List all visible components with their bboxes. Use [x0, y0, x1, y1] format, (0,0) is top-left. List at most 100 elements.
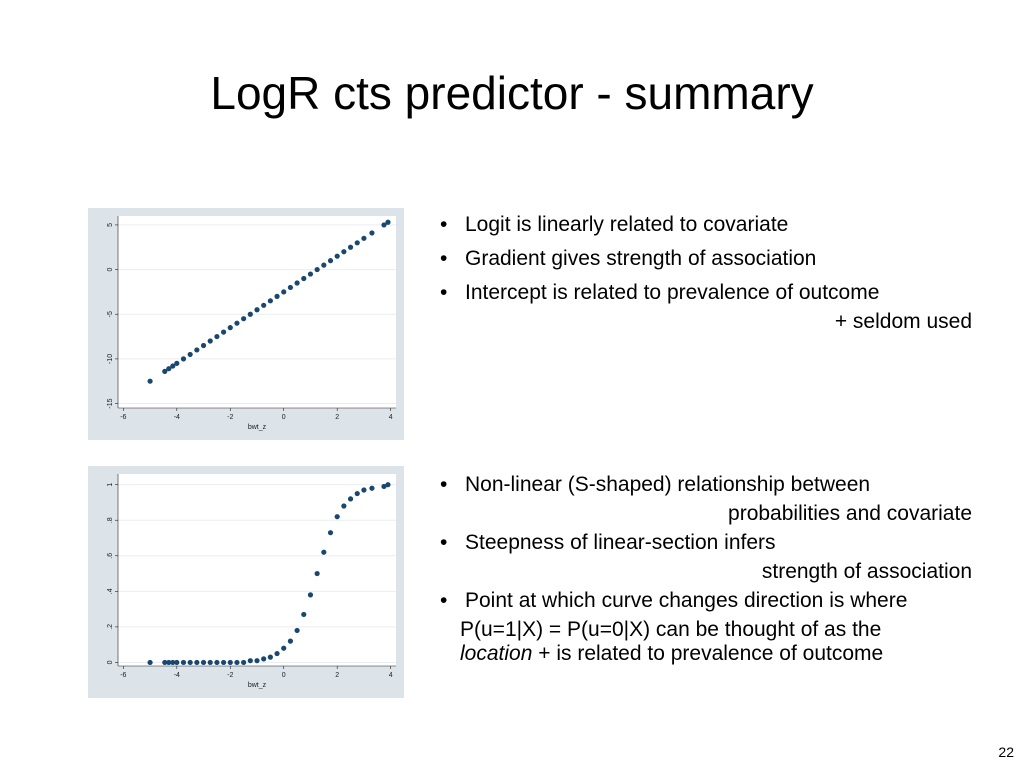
- point: [361, 235, 367, 241]
- text: + is related to prevalence of outcome: [538, 642, 884, 665]
- point: [227, 325, 233, 331]
- point: [341, 249, 347, 255]
- bullet-list: Logit is linearly related to covariateGr…: [440, 208, 1010, 334]
- slide-title: LogR cts predictor - summary: [210, 67, 814, 119]
- point: [261, 302, 267, 308]
- point: [274, 650, 280, 657]
- x-tick-label: 4: [389, 672, 393, 679]
- point: [187, 659, 193, 666]
- point: [214, 659, 220, 666]
- point: [381, 222, 387, 228]
- y-tick-label: -10: [107, 354, 114, 364]
- point: [369, 230, 375, 236]
- page-number: 22: [998, 744, 1014, 760]
- point: [234, 659, 240, 666]
- point: [214, 333, 220, 340]
- y-tick-label: .8: [107, 517, 114, 523]
- point: [174, 659, 180, 666]
- x-tick-label: -4: [174, 414, 180, 421]
- y-tick-label: 0: [107, 268, 114, 272]
- point: [385, 219, 391, 225]
- point: [187, 351, 193, 358]
- point: [294, 280, 300, 286]
- point: [180, 356, 187, 362]
- point: [247, 658, 253, 664]
- point: [194, 347, 200, 353]
- point: [274, 293, 280, 299]
- point: [254, 307, 260, 313]
- point: [281, 289, 287, 295]
- point: [174, 360, 180, 366]
- point: [194, 659, 200, 666]
- point: [287, 284, 294, 291]
- point: [162, 659, 168, 666]
- point: [220, 329, 227, 335]
- bullet-continuation: location + is related to prevalence of o…: [440, 642, 1010, 666]
- point: [254, 658, 260, 664]
- point: [347, 496, 354, 502]
- x-tick-label: 2: [335, 672, 339, 679]
- bullet: Point at which curve changes direction i…: [440, 584, 1010, 618]
- point: [267, 654, 273, 660]
- point: [267, 298, 273, 304]
- point: [354, 240, 360, 246]
- point: [321, 262, 327, 268]
- point: [301, 611, 307, 618]
- point: [147, 659, 153, 666]
- x-tick-label: -6: [120, 414, 126, 421]
- point: [287, 638, 294, 644]
- point: [200, 659, 207, 666]
- point: [234, 320, 240, 326]
- y-tick-label: 1: [107, 483, 114, 487]
- point: [241, 659, 247, 666]
- x-tick-label: 0: [282, 414, 286, 421]
- point: [347, 244, 354, 250]
- bullet-continuation: P(u=1|X) = P(u=0|X) can be thought of as…: [460, 618, 882, 641]
- y-tick-label: 5: [107, 223, 114, 227]
- point: [314, 570, 320, 577]
- bullet: Gradient gives strength of association: [440, 242, 1010, 276]
- point: [207, 338, 213, 344]
- y-tick-label: -5: [107, 311, 114, 317]
- point: [200, 342, 207, 349]
- bullet-continuation: probabilities and covariate: [728, 502, 972, 525]
- point: [281, 645, 287, 651]
- italic-text: location: [460, 642, 533, 665]
- point: [341, 503, 347, 509]
- point: [227, 659, 233, 666]
- point: [247, 311, 253, 317]
- x-tick-label: 4: [389, 414, 393, 421]
- x-tick-label: -6: [120, 672, 126, 679]
- y-tick-label: 0: [107, 660, 114, 664]
- bullet-list: Non-linear (S-shaped) relationship betwe…: [440, 468, 1010, 666]
- point: [385, 482, 391, 488]
- x-tick-label: 0: [282, 672, 286, 679]
- point: [162, 368, 168, 374]
- x-axis-label: bwt_z: [248, 682, 267, 689]
- point: [327, 530, 334, 536]
- chart: -15 -10 -5 0 5 -6 -4 -2 0 2 4 bwt_z: [88, 208, 404, 440]
- point: [166, 659, 172, 666]
- bullet: Intercept is related to prevalence of ou…: [440, 276, 1010, 310]
- point: [170, 659, 176, 666]
- x-tick-label: -2: [227, 672, 233, 679]
- y-tick-label: .2: [107, 624, 114, 630]
- point: [301, 275, 307, 282]
- point: [334, 514, 340, 520]
- point: [381, 483, 387, 490]
- point: [321, 549, 327, 555]
- bullet-continuation: + seldom used: [834, 310, 972, 333]
- point: [170, 363, 176, 369]
- bullet: Non-linear (S-shaped) relationship betwe…: [440, 468, 1010, 502]
- point: [180, 659, 187, 666]
- x-tick-label: 2: [335, 414, 339, 421]
- point: [220, 659, 227, 666]
- chart: 0 .2 .4 .6 .8 1 -6 -4 -2 0 2 4 bwt_z: [88, 466, 404, 698]
- plot-area: [118, 474, 396, 666]
- point: [261, 656, 267, 662]
- point: [369, 485, 375, 491]
- point: [147, 378, 153, 384]
- point: [307, 592, 314, 598]
- point: [327, 258, 334, 264]
